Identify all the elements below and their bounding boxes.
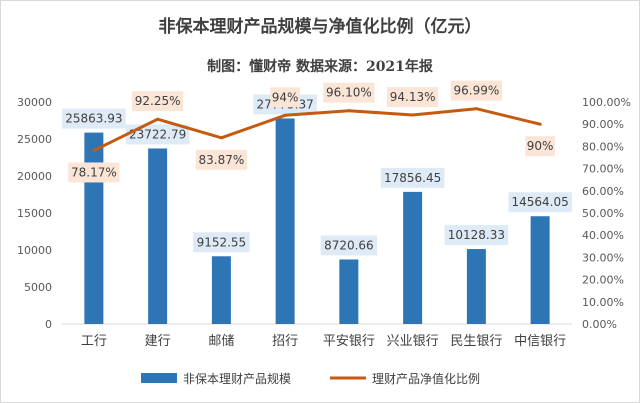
line-point-7 bbox=[474, 107, 478, 111]
bar-label-background bbox=[508, 192, 572, 213]
left-axis-tick-label: 0 bbox=[45, 318, 52, 331]
chart-subtitle: 制图：懂财帝 数据来源：2021年报 bbox=[207, 59, 433, 75]
line-point-8 bbox=[538, 122, 542, 126]
line-data-label: 94% bbox=[272, 90, 299, 104]
line-point-5 bbox=[347, 109, 351, 113]
right-axis-tick-label: 100.00% bbox=[582, 96, 631, 109]
right-axis-tick-label: 40.00% bbox=[582, 229, 624, 242]
bar-data-label: 17856.45 bbox=[384, 171, 441, 185]
line-label-background bbox=[68, 162, 120, 183]
bar-data-label: 25863.93 bbox=[65, 112, 122, 126]
line-data-label: 78.17% bbox=[71, 165, 117, 179]
line-data-label: 90% bbox=[527, 139, 554, 153]
bar-7 bbox=[466, 249, 486, 324]
right-axis-tick-label: 30.00% bbox=[582, 251, 624, 264]
line-series-ratio bbox=[92, 107, 542, 152]
bar-label-background bbox=[62, 108, 126, 129]
bar-6 bbox=[403, 191, 423, 324]
right-axis-tick-label: 70.00% bbox=[582, 163, 624, 176]
left-axis-tick-label: 20000 bbox=[17, 170, 52, 183]
legend-bar-label: 非保本理财产品规模 bbox=[183, 371, 291, 386]
line-label-background bbox=[323, 82, 375, 103]
right-axis-tick-label: 0.00% bbox=[582, 318, 617, 331]
line-label-background bbox=[387, 87, 439, 108]
bar-3 bbox=[211, 256, 231, 324]
left-axis-tick-label: 10000 bbox=[17, 244, 52, 257]
x-axis-category-label: 建行 bbox=[145, 334, 171, 349]
bar-label-background bbox=[380, 167, 445, 188]
line-data-label: 92.25% bbox=[135, 94, 181, 108]
line-label-background bbox=[450, 80, 502, 101]
bar-label-background bbox=[125, 124, 190, 145]
line-data-label: 94.13% bbox=[390, 90, 436, 104]
bar-4 bbox=[275, 118, 295, 324]
chart-title: 非保本理财产品规模与净值化比例（亿元） bbox=[158, 17, 482, 37]
x-axis-category-label: 工行 bbox=[81, 334, 107, 349]
line-label-background bbox=[132, 91, 184, 112]
x-axis-category-label: 招行 bbox=[272, 334, 298, 349]
bar-data-label: 9152.55 bbox=[197, 235, 247, 249]
right-axis-tick-label: 60.00% bbox=[582, 185, 624, 198]
right-axis-tick-label: 20.00% bbox=[582, 274, 624, 287]
line-point-2 bbox=[156, 117, 160, 121]
left-axis-tick-label: 30000 bbox=[17, 96, 52, 109]
line-label-background bbox=[270, 87, 300, 108]
x-axis-category-label: 平安银行 bbox=[323, 334, 375, 349]
right-axis-tick-label: 10.00% bbox=[582, 296, 624, 309]
line-point-3 bbox=[219, 136, 223, 140]
bar-label-background bbox=[320, 235, 378, 256]
line-point-6 bbox=[411, 113, 415, 117]
bar-8 bbox=[530, 216, 550, 324]
line-label-background bbox=[195, 149, 247, 170]
left-axis-tick-label: 15000 bbox=[17, 207, 52, 220]
line-point-1 bbox=[92, 148, 96, 152]
line-label-background bbox=[525, 136, 555, 157]
right-axis-tick-label: 50.00% bbox=[582, 207, 624, 220]
bar-2 bbox=[148, 148, 168, 324]
x-axis-category-label: 兴业银行 bbox=[387, 334, 439, 349]
bar-data-label: 8720.66 bbox=[324, 238, 374, 252]
line-data-label: 96.10% bbox=[326, 86, 372, 100]
left-axis-tick-label: 25000 bbox=[17, 133, 52, 146]
line-data-label: 83.87% bbox=[198, 153, 244, 167]
bar-label-background bbox=[444, 225, 509, 246]
right-axis-tick-label: 80.00% bbox=[582, 140, 624, 153]
line-point-4 bbox=[283, 113, 287, 117]
legend-line-label: 理财产品净值化比例 bbox=[372, 371, 480, 386]
bar-data-label: 14564.05 bbox=[511, 195, 568, 209]
legend-bar-swatch bbox=[141, 373, 177, 383]
left-axis-tick-label: 5000 bbox=[24, 281, 52, 294]
bar-label-background bbox=[193, 232, 250, 253]
x-axis-category-label: 民生银行 bbox=[450, 334, 502, 349]
bar-data-label: 10128.33 bbox=[448, 228, 505, 242]
bar-data-label: 23722.79 bbox=[129, 127, 186, 141]
x-axis-category-label: 中信银行 bbox=[514, 334, 566, 349]
line-data-label: 96.99% bbox=[453, 84, 499, 98]
bar-5 bbox=[339, 259, 359, 324]
right-axis-tick-label: 90.00% bbox=[582, 118, 624, 131]
x-axis-category-label: 邮储 bbox=[208, 334, 234, 349]
bar-1 bbox=[84, 132, 104, 324]
